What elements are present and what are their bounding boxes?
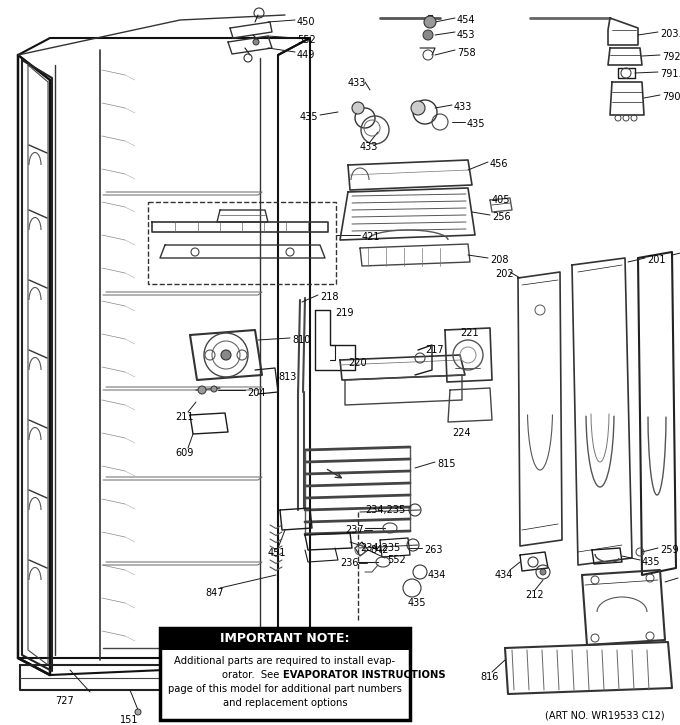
Text: 433: 433 — [454, 102, 473, 112]
Text: 816: 816 — [480, 672, 498, 682]
Text: 552: 552 — [297, 35, 316, 45]
Text: 810: 810 — [292, 335, 310, 345]
Text: 791.: 791. — [660, 69, 680, 79]
Text: 434: 434 — [428, 570, 446, 580]
Text: 454: 454 — [457, 15, 475, 25]
Text: 151: 151 — [120, 715, 139, 725]
Circle shape — [135, 709, 141, 715]
Text: 256: 256 — [492, 212, 511, 222]
Circle shape — [198, 386, 206, 394]
Circle shape — [253, 39, 259, 45]
Text: 451: 451 — [268, 548, 286, 558]
Text: 758: 758 — [457, 48, 475, 58]
Text: IMPORTANT NOTE:: IMPORTANT NOTE: — [220, 632, 350, 645]
Text: 792.: 792. — [662, 52, 680, 62]
Text: and replacement options: and replacement options — [222, 698, 347, 708]
Text: 453: 453 — [457, 30, 475, 40]
Circle shape — [352, 102, 364, 114]
Text: 263: 263 — [424, 545, 443, 555]
Text: 219: 219 — [335, 308, 354, 318]
Text: 208: 208 — [490, 255, 509, 265]
Text: 842: 842 — [370, 545, 388, 555]
Text: 201: 201 — [647, 255, 666, 265]
Text: 221: 221 — [460, 328, 479, 338]
Text: 259: 259 — [660, 545, 679, 555]
Circle shape — [540, 569, 546, 575]
Text: 433: 433 — [360, 142, 378, 152]
Text: 234,235: 234,235 — [365, 505, 405, 515]
Text: 211: 211 — [175, 412, 194, 422]
Text: 220: 220 — [348, 358, 367, 368]
Bar — [160, 628, 410, 650]
Text: orator.  See: orator. See — [222, 670, 283, 680]
Text: 727: 727 — [55, 696, 73, 706]
Text: 435: 435 — [642, 557, 660, 567]
Bar — [148, 202, 336, 284]
Text: 435: 435 — [467, 119, 486, 129]
Text: 552: 552 — [387, 555, 406, 565]
Circle shape — [424, 16, 436, 28]
Text: 433: 433 — [348, 78, 367, 88]
Circle shape — [411, 101, 425, 115]
Text: 815: 815 — [437, 459, 456, 469]
Text: 202: 202 — [495, 269, 513, 279]
Text: 449: 449 — [297, 50, 316, 60]
Text: 203.: 203. — [660, 29, 680, 39]
Text: Additional parts are required to install evap-: Additional parts are required to install… — [175, 656, 396, 666]
Bar — [160, 628, 410, 720]
Text: 236—: 236— — [340, 558, 369, 568]
Text: 218: 218 — [320, 292, 339, 302]
Circle shape — [423, 30, 433, 40]
Text: 435: 435 — [300, 112, 318, 122]
Text: 450: 450 — [297, 17, 316, 27]
Text: 224: 224 — [452, 428, 471, 438]
Text: 421: 421 — [362, 232, 381, 242]
Text: 434: 434 — [495, 570, 513, 580]
Text: 456: 456 — [490, 159, 509, 169]
Text: 212: 212 — [525, 590, 543, 600]
Text: 237—: 237— — [345, 525, 373, 535]
Text: 234,235: 234,235 — [360, 543, 401, 553]
Circle shape — [221, 350, 231, 360]
Text: 405: 405 — [492, 195, 511, 205]
Text: 847: 847 — [205, 588, 224, 598]
Text: 813: 813 — [278, 372, 296, 382]
Text: page of this model for additional part numbers: page of this model for additional part n… — [168, 684, 402, 694]
Text: 217: 217 — [425, 345, 443, 355]
Text: 790.: 790. — [662, 92, 680, 102]
Text: 435: 435 — [408, 598, 426, 608]
Circle shape — [211, 386, 217, 392]
Text: 609: 609 — [175, 448, 193, 458]
Text: EVAPORATOR INSTRUCTIONS: EVAPORATOR INSTRUCTIONS — [283, 670, 445, 680]
Text: (ART NO. WR19533 C12): (ART NO. WR19533 C12) — [545, 710, 664, 720]
Text: 204: 204 — [247, 388, 265, 398]
